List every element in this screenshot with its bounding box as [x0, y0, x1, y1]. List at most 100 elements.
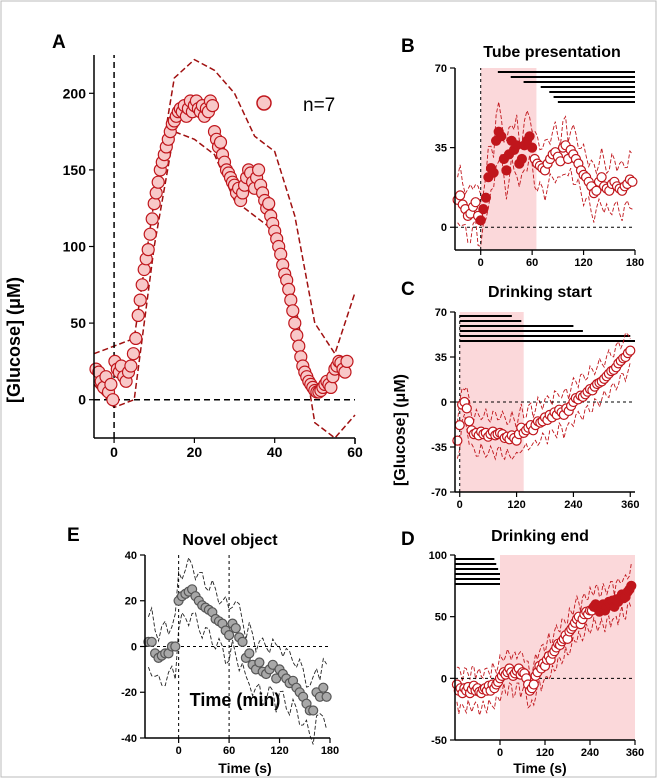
data-point [131, 308, 145, 322]
data-point [124, 359, 138, 373]
x-tick-label: 40 [267, 444, 283, 460]
y-tick-label: -50 [431, 735, 447, 747]
range-lower [457, 154, 633, 247]
x-tick-label: 120 [270, 745, 288, 757]
x-tick-label: 240 [581, 747, 599, 759]
panel-label-d: D [401, 529, 415, 550]
data-point [454, 420, 465, 431]
chart-panel-b: 0 60 120 180 0 35 70 Tube presentation [435, 44, 644, 269]
range-lower [456, 362, 631, 461]
data-point [596, 172, 607, 183]
y-tick-label: -70 [431, 487, 447, 499]
data-point [106, 393, 120, 407]
data-point [230, 623, 241, 634]
data-point [318, 682, 329, 693]
data-point [104, 377, 118, 391]
x-axis-label-e: Time (s) [218, 760, 271, 776]
y-tick-label: 100 [63, 239, 87, 255]
data-point [526, 142, 538, 153]
data-point [464, 416, 475, 427]
x-tick-label: 0 [497, 747, 503, 759]
data-point [286, 304, 300, 318]
panel-label-e: E [67, 525, 80, 546]
range-lower [147, 611, 328, 745]
data-point [141, 243, 155, 257]
panel-label-c: C [401, 279, 415, 300]
data-point [145, 212, 159, 226]
x-tick-label: 0 [176, 745, 182, 757]
y-tick-label: 150 [63, 162, 87, 178]
data-point [338, 365, 352, 379]
x-tick-label: 60 [223, 745, 235, 757]
data-point [282, 282, 296, 296]
data-point [262, 197, 276, 211]
data-point [461, 403, 472, 414]
data-point [135, 278, 149, 292]
data-point [488, 167, 499, 178]
data-point [170, 641, 181, 652]
x-tick-label: 60 [347, 444, 363, 460]
range-lower [456, 602, 632, 717]
x-tick-label: 0 [478, 257, 484, 269]
data-point [254, 657, 265, 668]
data-point [224, 629, 235, 641]
data-point [501, 165, 512, 176]
legend-marker [256, 95, 272, 111]
shaded-interval [500, 555, 635, 740]
y-tick-label: 40 [125, 550, 137, 562]
y-tick-label: 70 [435, 63, 447, 75]
data-point [340, 354, 354, 368]
data-point [627, 176, 638, 187]
y-tick-label: -35 [431, 442, 447, 454]
x-tick-label: 120 [507, 499, 525, 511]
data-point [625, 345, 636, 356]
chart-title-b: Tube presentation [483, 44, 621, 61]
data-point [475, 215, 486, 226]
data-point [516, 153, 528, 165]
data-point [146, 636, 157, 648]
data-point [626, 580, 637, 591]
data-point [288, 316, 302, 330]
x-axis-label-d: Time (s) [513, 760, 566, 776]
x-tick-label: 180 [626, 257, 644, 269]
data-point [137, 262, 151, 277]
y-tick-label: 0 [78, 392, 86, 408]
range-upper [457, 101, 633, 196]
x-tick-label: 20 [187, 444, 203, 460]
chart-panel-e: 0 60 120 180 -40 -20 0 20 40 Novel object Time (… [121, 532, 339, 776]
y-tick-label: 0 [131, 641, 137, 653]
data-point [147, 197, 161, 211]
panel-label-a: A [52, 32, 66, 53]
range-upper [456, 563, 632, 682]
x-axis-label: Time (min) [190, 690, 281, 710]
data-point [290, 328, 304, 342]
x-tick-label: 360 [621, 499, 639, 511]
data-point [252, 163, 266, 177]
data-point [151, 175, 165, 189]
x-tick-label: 0 [110, 444, 118, 460]
data-point [591, 185, 602, 196]
data-point [133, 293, 147, 307]
data-point [149, 186, 163, 200]
range-upper [456, 332, 631, 429]
chart-panel-c: 0 120 240 360 -70 -35 0 35 70 Drinking start [Gl… [392, 284, 639, 511]
y-tick-label: 35 [435, 143, 447, 155]
y-tick-label: 0 [441, 222, 447, 234]
y-tick-label: 50 [70, 315, 86, 331]
data-point [478, 204, 489, 215]
data-point [237, 636, 248, 648]
data-point [126, 347, 140, 361]
y-tick-label: 200 [63, 85, 87, 101]
y-tick-label: -20 [121, 687, 137, 699]
y-tick-label: 20 [125, 596, 137, 608]
data-point [470, 197, 481, 208]
data-point [205, 98, 220, 113]
y-tick-label: 0 [441, 673, 447, 685]
y-tick-label: -40 [121, 733, 137, 745]
data-point [496, 131, 507, 142]
legend-label: n=7 [303, 95, 335, 116]
data-point [292, 339, 306, 353]
legend-a: n=7 [256, 95, 335, 116]
